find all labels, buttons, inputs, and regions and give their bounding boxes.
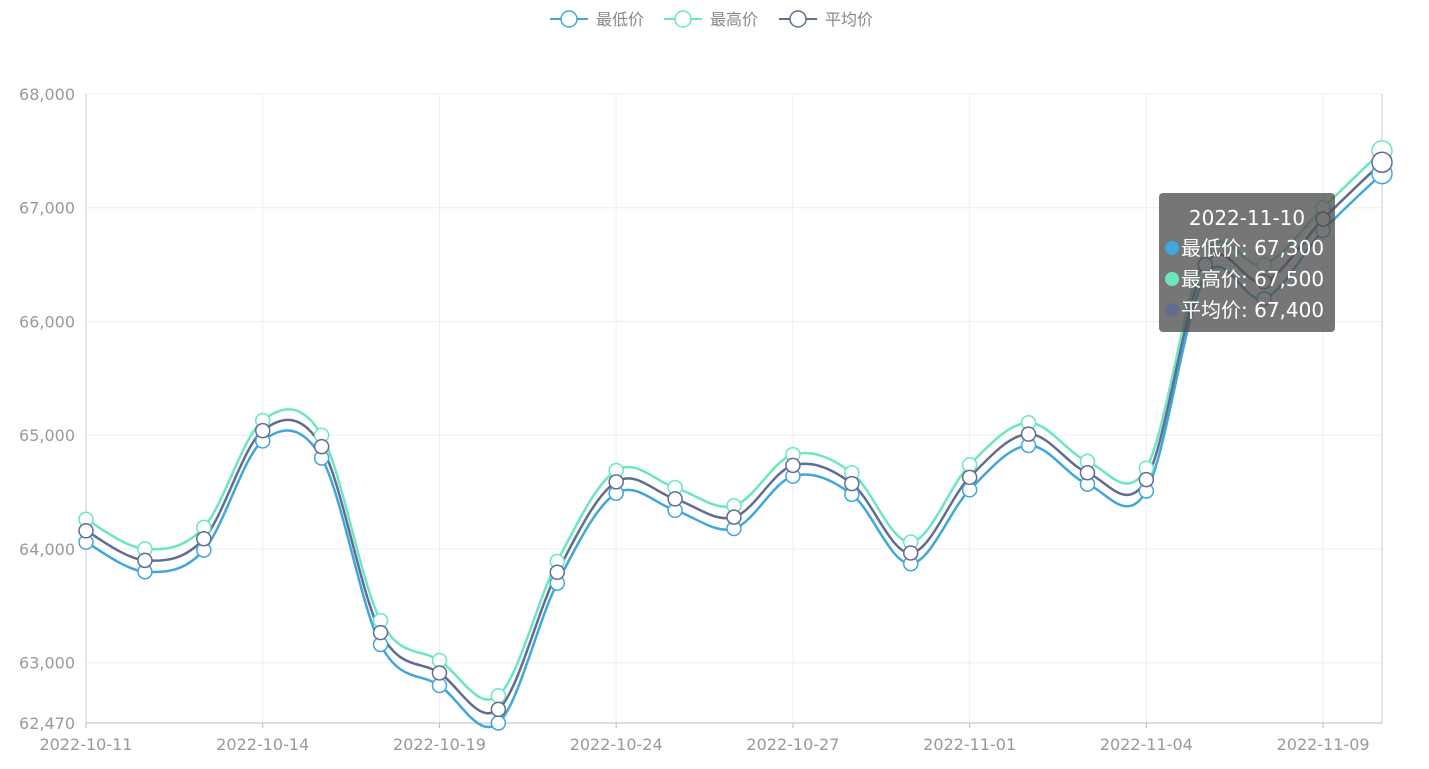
legend-item-1[interactable]: 最高价	[664, 10, 758, 29]
data-point[interactable]	[608, 474, 624, 490]
grid-lines	[86, 93, 1382, 723]
data-point[interactable]	[196, 530, 212, 547]
data-point[interactable]	[78, 523, 94, 539]
legend-label: 最低价	[596, 10, 644, 29]
legend-item-2[interactable]: 平均价	[779, 10, 873, 29]
x-tick-label: 2022-11-01	[923, 735, 1016, 754]
legend-circle-icon	[789, 10, 807, 28]
data-point[interactable]	[961, 469, 978, 486]
tooltip-row-avg: 平均价: 67,400	[1159, 295, 1335, 326]
x-tick-label: 2022-10-24	[570, 735, 663, 754]
legend-circle-icon	[674, 10, 692, 28]
data-point[interactable]	[902, 545, 919, 561]
data-point[interactable]	[549, 564, 566, 581]
data-point[interactable]	[490, 701, 507, 718]
data-point[interactable]	[254, 422, 271, 439]
data-point[interactable]	[490, 687, 507, 704]
tooltip-title: 2022-11-10	[1188, 206, 1306, 230]
data-point[interactable]	[372, 624, 389, 641]
legend-item-0[interactable]: 最低价	[550, 10, 644, 29]
legend-label: 最高价	[710, 10, 758, 29]
data-point[interactable]	[1020, 426, 1037, 442]
data-point[interactable]	[1138, 471, 1155, 488]
x-tick-label: 2022-10-14	[216, 735, 309, 754]
tooltip-row-low: 最低价: 67,300	[1159, 233, 1335, 264]
data-point[interactable]	[726, 509, 742, 525]
x-tick-label: 2022-10-11	[40, 735, 133, 754]
x-tick-label: 2022-11-09	[1277, 735, 1370, 754]
data-point[interactable]	[844, 475, 860, 492]
data-point[interactable]	[137, 552, 153, 569]
data-point[interactable]	[1371, 151, 1393, 173]
chart-tooltip: 2022-11-10 最低价: 67,300 最高价: 67,500 平均价: …	[1159, 193, 1335, 332]
y-tick-label: 64,000	[19, 540, 75, 559]
tooltip-dot-high	[1165, 271, 1179, 286]
tooltip-row-low-label: 最低价: 67,300	[1181, 236, 1325, 260]
y-tick-label: 67,000	[19, 199, 75, 218]
data-points[interactable]	[78, 140, 1393, 731]
y-tick-label: 68,000	[19, 85, 75, 104]
y-tick-label: 62,470	[19, 714, 75, 733]
tooltip-dot-avg	[1165, 302, 1179, 317]
axes: 62,470 63,000 64,000 65,000 66,000 67,000 68,0…	[19, 85, 1383, 754]
y-tick-label: 65,000	[19, 426, 75, 445]
tooltip-row-high: 最高价: 67,500	[1159, 264, 1335, 295]
x-tick-label: 2022-11-04	[1100, 735, 1193, 754]
y-tick-label: 63,000	[19, 654, 75, 673]
tooltip-dot-low	[1165, 240, 1179, 255]
tooltip-row-avg-label: 平均价: 67,400	[1181, 298, 1325, 322]
y-tick-label: 66,000	[19, 312, 75, 331]
data-point[interactable]	[431, 665, 448, 681]
tooltip-row-high-label: 最高价: 67,500	[1181, 267, 1325, 291]
data-point[interactable]	[313, 438, 330, 455]
legend-label: 平均价	[825, 10, 873, 29]
legend-circle-icon	[560, 10, 578, 28]
data-point[interactable]	[1079, 465, 1096, 481]
x-tick-label: 2022-10-27	[746, 735, 839, 754]
data-point[interactable]	[785, 457, 801, 474]
data-point[interactable]	[490, 715, 507, 731]
data-point[interactable]	[667, 491, 683, 507]
legend[interactable]: 最低价 最高价 平均价	[550, 10, 873, 29]
x-tick-label: 2022-10-19	[393, 735, 486, 754]
